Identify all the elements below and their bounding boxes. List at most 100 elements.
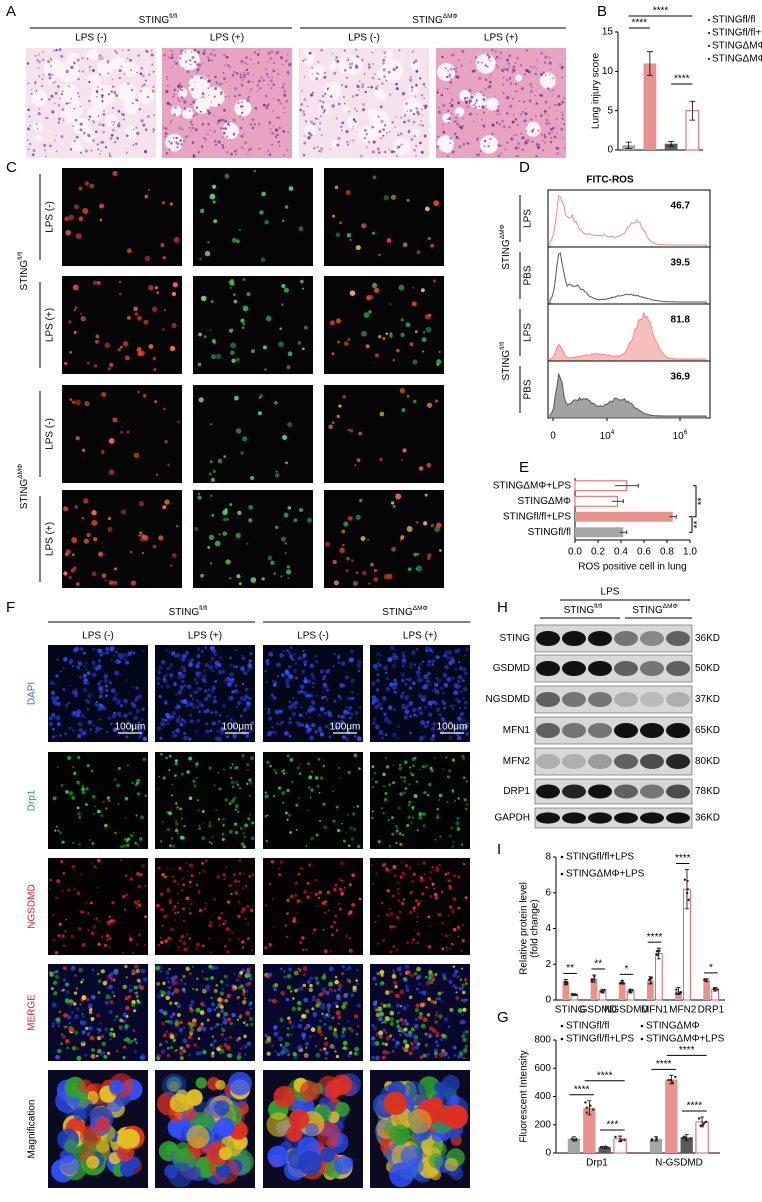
cell — [106, 938, 110, 941]
cell — [167, 1162, 194, 1188]
cell — [271, 1044, 274, 1047]
cell — [354, 464, 357, 467]
cell — [273, 572, 276, 575]
cell — [294, 676, 298, 680]
cell — [450, 908, 455, 912]
cell — [206, 988, 210, 992]
cell — [349, 712, 354, 716]
significance-label: **** — [574, 1084, 590, 1095]
cell — [502, 83, 505, 86]
cell — [177, 902, 180, 904]
cell — [420, 108, 423, 111]
cell — [122, 951, 125, 955]
cell — [54, 950, 59, 955]
cell — [169, 103, 172, 106]
cell — [400, 860, 404, 864]
cell — [435, 1105, 455, 1125]
cell — [222, 72, 225, 74]
cell — [81, 1013, 84, 1016]
cell — [56, 716, 61, 721]
blot-band — [614, 691, 638, 708]
cell — [183, 731, 187, 735]
cell — [51, 1022, 55, 1026]
cell — [215, 1163, 231, 1179]
cell — [163, 407, 166, 411]
cell — [102, 109, 106, 113]
cell — [560, 103, 563, 106]
cell — [165, 673, 169, 677]
cell — [273, 987, 278, 992]
cell — [179, 939, 182, 942]
scale-bar-label: 100μm — [437, 722, 468, 733]
cell — [89, 183, 95, 189]
cell — [448, 886, 453, 890]
cell — [306, 679, 312, 684]
cell — [392, 732, 397, 738]
cell — [423, 134, 427, 138]
cell — [293, 653, 296, 656]
cell — [239, 1047, 243, 1050]
cell — [220, 911, 224, 915]
cell — [237, 510, 242, 516]
cell — [177, 883, 179, 886]
cell — [242, 277, 246, 281]
cell — [120, 112, 123, 115]
cell — [392, 358, 395, 362]
cell — [404, 964, 410, 969]
cell — [57, 1048, 62, 1054]
cell — [405, 694, 410, 699]
cell — [453, 1053, 457, 1057]
label-sup: fl/fl — [169, 13, 178, 20]
cell — [518, 100, 521, 102]
legend-marker — [708, 45, 710, 47]
cell — [408, 686, 413, 690]
cell — [226, 56, 229, 59]
cell — [193, 1042, 198, 1047]
cell — [507, 125, 512, 129]
cell — [348, 1051, 353, 1055]
cell — [401, 691, 405, 695]
cell — [372, 175, 377, 180]
cell — [305, 1023, 311, 1029]
cell — [283, 287, 289, 293]
cell — [462, 686, 468, 692]
cell — [449, 102, 452, 105]
cell — [222, 704, 226, 708]
cell — [57, 85, 60, 88]
cell — [429, 683, 432, 687]
y-tick-label: 8 — [545, 852, 551, 863]
cell — [474, 69, 476, 72]
cell — [437, 678, 441, 683]
cell — [334, 725, 339, 730]
data-point — [607, 1146, 610, 1150]
label-sup: fl/fl — [199, 605, 208, 612]
cell — [470, 95, 474, 99]
cell — [235, 532, 241, 539]
cell — [185, 650, 189, 655]
cell — [233, 299, 238, 304]
cell — [556, 104, 558, 106]
cell — [242, 436, 248, 442]
cell — [174, 693, 178, 697]
data-point — [623, 1138, 626, 1142]
cell — [27, 127, 30, 131]
data-point — [589, 1104, 592, 1107]
cell — [173, 988, 179, 994]
cell — [64, 216, 69, 222]
cell — [211, 685, 216, 691]
cell — [247, 922, 250, 925]
cell — [261, 191, 266, 197]
alveolus — [539, 72, 557, 89]
cell — [118, 122, 121, 124]
cell — [54, 139, 56, 142]
cell — [212, 699, 218, 704]
cell — [437, 106, 440, 109]
cell — [356, 663, 362, 669]
cell — [68, 320, 72, 324]
cell — [207, 59, 211, 62]
cell — [235, 805, 238, 809]
cell — [561, 76, 564, 79]
cell — [452, 661, 455, 665]
cell — [421, 892, 425, 896]
significance-label: **** — [656, 1059, 672, 1070]
